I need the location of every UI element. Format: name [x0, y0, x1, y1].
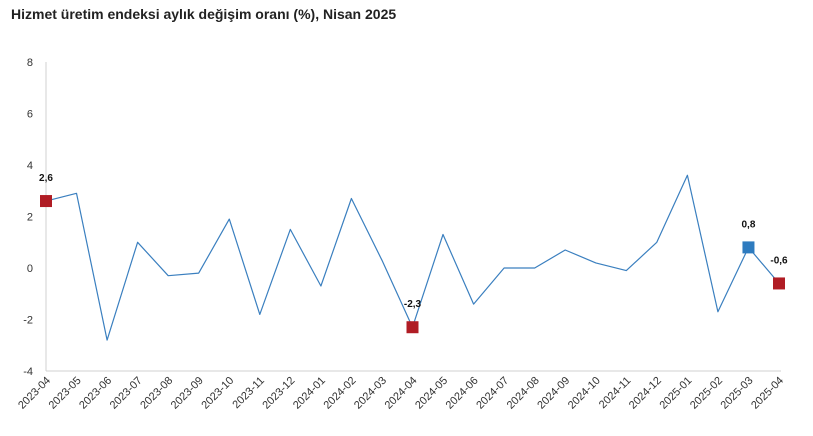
point-label: 2,6	[39, 173, 53, 184]
x-tick-label: 2025-03	[719, 375, 756, 412]
x-tick-label: 2024-09	[535, 375, 572, 412]
x-tick-label: 2024-10	[566, 375, 603, 412]
y-tick-label: 8	[27, 57, 33, 69]
x-tick-label: 2024-04	[383, 375, 420, 412]
x-tick-label: 2023-06	[77, 375, 114, 412]
x-tick-label: 2023-11	[230, 375, 266, 411]
x-tick-label: 2025-04	[749, 375, 786, 412]
x-tick-label: 2024-12	[627, 375, 664, 412]
highlight-marker	[773, 277, 785, 290]
y-tick-label: 0	[27, 263, 33, 275]
y-tick-label: -4	[23, 366, 33, 378]
y-tick-label: 4	[27, 160, 33, 172]
series-layer	[45, 174, 780, 341]
y-tick-label: 2	[27, 212, 33, 224]
y-axis-ticks: -4 -2 0 2 4 6 8	[23, 57, 33, 378]
point-label: -0,6	[770, 255, 788, 266]
x-tick-label: 2023-08	[138, 375, 175, 412]
x-tick-label: 2024-07	[474, 375, 511, 412]
x-tick-label: 2023-10	[199, 375, 236, 412]
x-tick-label: 2024-03	[352, 375, 389, 412]
x-tick-label: 2023-07	[108, 375, 145, 412]
x-tick-label: 2023-04	[16, 375, 53, 412]
y-tick-label: -2	[23, 315, 33, 327]
x-tick-label: 2024-02	[322, 375, 359, 412]
point-label: -2,3	[404, 299, 422, 310]
x-tick-label: 2023-12	[260, 375, 297, 412]
highlight-marker	[742, 241, 755, 254]
x-tick-label: 2024-05	[413, 375, 450, 412]
x-tick-label: 2023-09	[169, 375, 206, 412]
x-tick-label: 2024-08	[505, 375, 542, 412]
x-tick-label: 2025-01	[657, 375, 694, 412]
x-tick-label: 2024-11	[597, 375, 633, 411]
highlight-markers: 2,6 -2,3 0,8 -0,6	[39, 173, 788, 334]
x-axis-ticks: 2023-042023-052023-062023-072023-082023-…	[16, 375, 786, 412]
y-tick-label: 6	[27, 109, 33, 121]
x-tick-label: 2024-01	[291, 375, 328, 412]
x-tick-label: 2023-05	[47, 375, 84, 412]
series-line	[45, 174, 780, 341]
chart-axes	[45, 62, 781, 372]
point-label: 0,8	[742, 219, 756, 230]
chart-title: Hizmet üretim endeksi aylık değişim oran…	[11, 6, 397, 22]
highlight-marker	[406, 321, 419, 334]
x-tick-label: 2025-02	[688, 375, 725, 412]
x-tick-label: 2024-06	[444, 375, 481, 412]
highlight-marker	[40, 195, 52, 208]
